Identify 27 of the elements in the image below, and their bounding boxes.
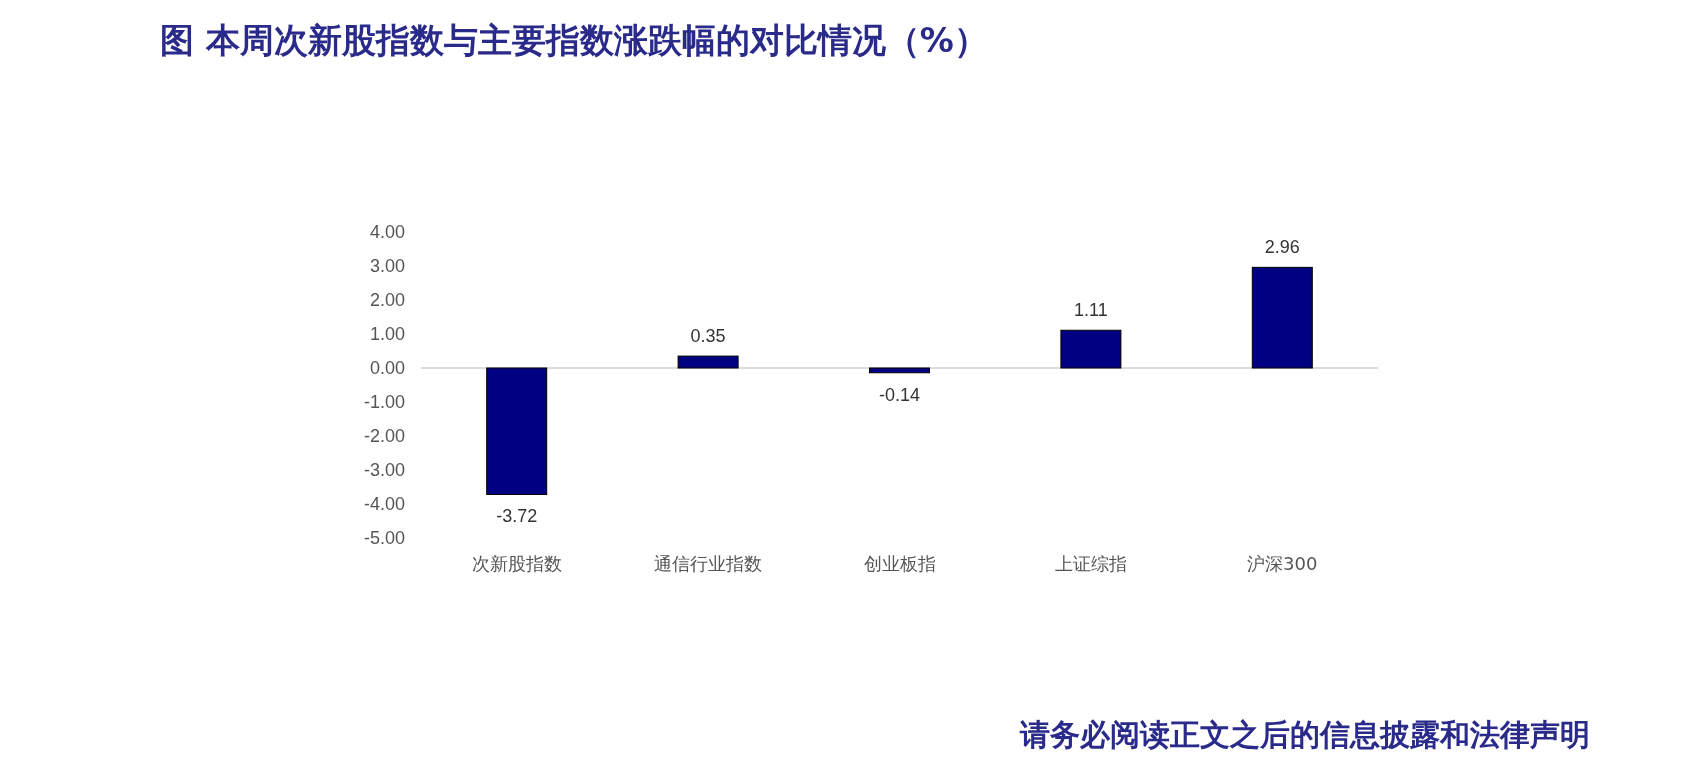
x-tick-label: 创业板指 [863,553,936,574]
y-tick-label: -1.00 [363,392,405,412]
y-tick-label: -2.00 [363,426,405,446]
y-tick-label: 1.00 [369,324,405,344]
y-tick-label: 0.00 [369,358,405,378]
y-tick-label: 3.00 [369,256,405,276]
y-tick-label: 4.00 [369,222,405,242]
bar [1060,329,1122,369]
bar [677,355,739,369]
text: 请务必阅读正文之后的信息披露和法律声明 [1019,717,1590,752]
data-label: 1.11 [1074,300,1108,321]
y-tick-label: 2.00 [369,290,405,310]
bar [486,367,548,495]
bar [869,367,930,374]
chart-title: 图 本周次新股指数与主要指数涨跌幅的对比情况（%） [160,20,988,60]
y-tick-label: -4.00 [363,494,405,514]
x-tick-label: 上证综指 [1054,553,1127,574]
x-tick-label: 次新股指数 [471,553,562,574]
y-tick-label: -5.00 [363,528,405,548]
data-label: -0.14 [878,384,921,405]
y-tick-label: -3.00 [363,460,405,480]
x-tick-label: 通信行业指数 [654,553,763,574]
x-tick-label: 沪深300 [1247,553,1318,574]
data-label: 2.96 [1264,237,1300,258]
bar [1251,266,1313,369]
data-label: 0.35 [690,326,726,347]
data-label: -3.72 [496,506,538,527]
